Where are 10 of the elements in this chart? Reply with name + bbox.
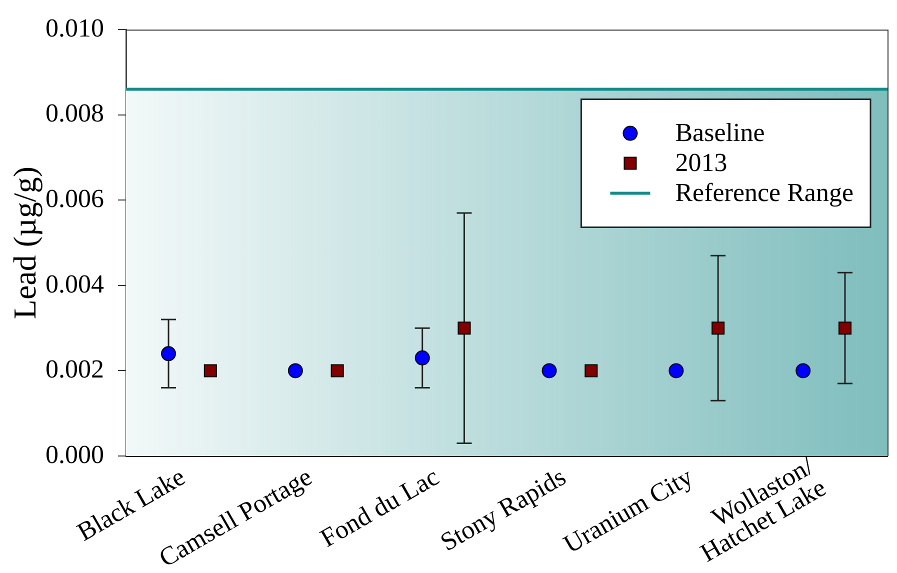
y-tick-label: 0.002 [46,354,104,384]
legend-label: Reference Range [675,178,854,208]
y-tick-label: 0.000 [46,440,104,469]
legend-label: Baseline [675,118,765,148]
y-tick-label: 0.008 [46,98,104,128]
legend-label: 2013 [675,148,728,178]
y-tick-label: 0.004 [46,269,104,298]
y-tick-label: 0.010 [46,13,104,42]
y-tick-label: 0.006 [46,184,104,213]
y-axis-title: Lead (µg/g) [6,166,43,320]
